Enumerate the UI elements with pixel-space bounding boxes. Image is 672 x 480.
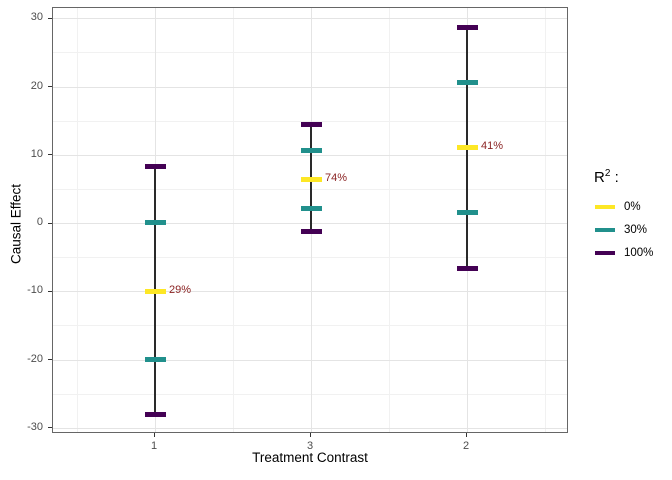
grid-minor-v (389, 8, 390, 432)
y-tick-label: -20 (27, 352, 43, 365)
y-tick-label: -30 (27, 420, 43, 433)
legend-title-superscript: 2 (604, 168, 611, 179)
crossbar-r2-100pct (144, 163, 166, 169)
crossbar-r2-100pct (300, 229, 322, 235)
x-tick-label: 2 (462, 440, 470, 452)
legend-item-label: 30% (624, 223, 648, 236)
crossbar-r2-30pct (300, 147, 322, 153)
x-tick (154, 433, 155, 437)
grid-minor-v (77, 8, 78, 432)
crossbar-r2-30pct (300, 205, 322, 211)
legend-title-suffix: : (610, 169, 619, 186)
crossbar-r2-30pct (144, 219, 166, 225)
x-tick-label: 3 (306, 440, 314, 452)
y-tick (48, 86, 52, 87)
effect-label: 41% (481, 140, 504, 153)
crossbar-r2-0pct (300, 176, 322, 182)
grid-major-h (53, 223, 567, 225)
y-tick-label: 10 (30, 147, 43, 160)
crossbar-r2-30pct (456, 79, 478, 85)
legend-title-base: R (594, 169, 605, 186)
effect-label: 74% (325, 172, 348, 185)
crossbar-r2-30pct (144, 357, 166, 363)
y-axis: -30 -20 -10 0 10 20 30 (0, 7, 52, 433)
grid-major-h (53, 154, 567, 156)
x-axis: 1 3 2 (52, 433, 568, 463)
grid-minor-v (545, 8, 546, 432)
legend-items: 0% 30% 100% (588, 195, 672, 264)
crossbar-r2-100pct (300, 122, 322, 128)
legend-item: 30% (588, 218, 672, 241)
x-axis-title: Treatment Contrast (252, 450, 368, 465)
y-tick (48, 154, 52, 156)
crossbar-r2-0pct (144, 288, 166, 294)
legend-key-0pct (595, 204, 615, 209)
y-tick (48, 290, 52, 292)
legend-title: R2 : (594, 168, 672, 186)
grid-minor-v (233, 8, 234, 432)
y-tick (48, 427, 52, 429)
y-tick (48, 222, 52, 224)
y-tick (48, 17, 52, 19)
y-tick (48, 359, 52, 361)
grid-major-h (53, 86, 567, 88)
legend-key-30pct (595, 227, 615, 232)
y-tick-label: -10 (27, 284, 43, 297)
grid-minor-h (53, 393, 567, 395)
grid-major-h (53, 291, 567, 293)
y-tick-label: 30 (30, 11, 43, 24)
grid-major-h (53, 427, 567, 429)
plot-panel: 29% 74% 41% (52, 7, 568, 433)
grid-minor-h (53, 257, 567, 259)
legend-item: 0% (588, 195, 672, 218)
grid-minor-h (53, 120, 567, 122)
grid-minor-h (53, 325, 567, 327)
crossbar-r2-100pct (456, 265, 478, 271)
legend: R2 : 0% 30% 100% (588, 168, 672, 264)
grid-minor-h (53, 52, 567, 54)
x-tick (310, 433, 311, 437)
crossbar-r2-30pct (456, 210, 478, 216)
crossbar-r2-0pct (456, 144, 478, 150)
grid-major-h (53, 359, 567, 361)
grid-major-h (53, 18, 567, 20)
y-tick-label: 20 (30, 79, 43, 92)
legend-item: 100% (588, 241, 672, 264)
x-tick (466, 433, 467, 437)
y-tick-label: 0 (36, 216, 43, 229)
x-tick-label: 1 (150, 440, 158, 452)
effect-label: 29% (169, 284, 192, 297)
crossbar-r2-100pct (456, 24, 478, 30)
legend-item-label: 100% (624, 246, 654, 259)
legend-item-label: 0% (624, 200, 641, 213)
legend-key-100pct (595, 250, 615, 255)
crossbar-r2-100pct (144, 412, 166, 418)
grid-minor-h (53, 188, 567, 190)
